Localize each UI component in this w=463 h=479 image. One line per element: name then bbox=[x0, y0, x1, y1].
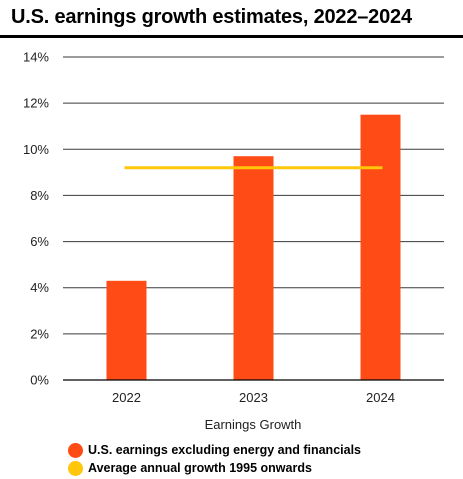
y-tick-label: 12% bbox=[23, 96, 49, 111]
legend-swatch-earnings bbox=[68, 442, 83, 458]
y-tick-label: 6% bbox=[30, 234, 49, 249]
bar bbox=[233, 156, 274, 380]
x-axis-title: Earnings Growth bbox=[205, 417, 302, 432]
legend-item-earnings: U.S. earnings excluding energy and finan… bbox=[68, 441, 361, 459]
legend-item-average: Average annual growth 1995 onwards bbox=[68, 459, 361, 477]
y-tick-label: 2% bbox=[30, 326, 49, 341]
y-tick-label: 0% bbox=[30, 373, 49, 388]
x-tick-label: 2022 bbox=[112, 390, 141, 405]
legend-swatch-average bbox=[68, 460, 83, 476]
y-tick-label: 8% bbox=[30, 188, 49, 203]
x-tick-label: 2023 bbox=[239, 390, 268, 405]
bar bbox=[106, 280, 147, 380]
title-underline bbox=[0, 35, 463, 38]
bar bbox=[360, 114, 401, 380]
legend-label-average: Average annual growth 1995 onwards bbox=[88, 461, 312, 475]
x-tick-label: 2024 bbox=[366, 390, 395, 405]
legend-label-earnings: U.S. earnings excluding energy and finan… bbox=[88, 443, 361, 457]
y-tick-label: 4% bbox=[30, 280, 49, 295]
y-tick-label: 10% bbox=[23, 142, 49, 157]
y-tick-label: 14% bbox=[23, 50, 49, 65]
legend: U.S. earnings excluding energy and finan… bbox=[68, 441, 361, 477]
chart-title: U.S. earnings growth estimates, 2022–202… bbox=[11, 6, 412, 28]
